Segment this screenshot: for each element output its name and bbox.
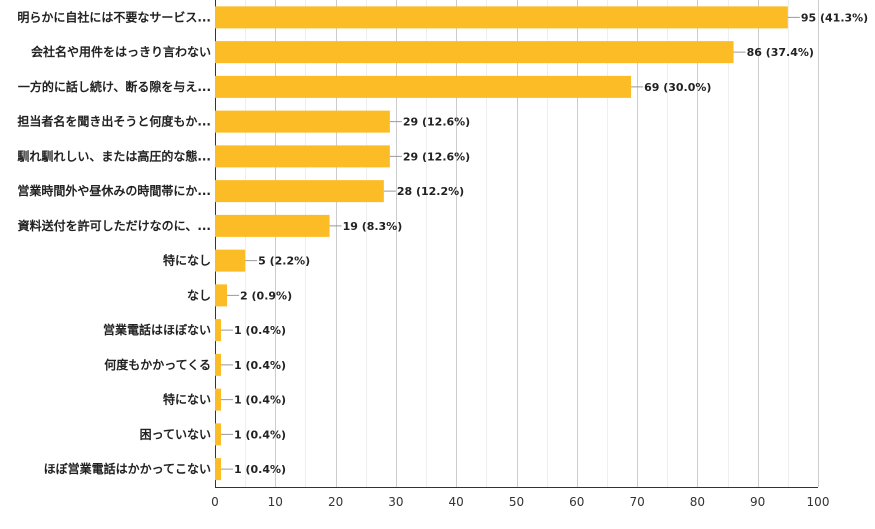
value-label: 1 (0.4%) (234, 324, 286, 337)
bar (215, 388, 222, 411)
x-tick-label: 100 (807, 495, 830, 509)
category-label: なし (187, 288, 211, 302)
value-label: 29 (12.6%) (403, 116, 470, 129)
category-label: 何度もかかってくる (104, 357, 211, 372)
category-label: 特にない (163, 392, 211, 407)
bar (215, 458, 222, 481)
bar (215, 75, 632, 98)
category-label: 会社名や用件をはっきり言わない (31, 44, 211, 59)
bar (215, 319, 222, 342)
x-tick-label: 10 (268, 495, 283, 509)
value-label: 29 (12.6%) (403, 150, 470, 163)
x-tick-label: 70 (629, 495, 644, 509)
x-tick-label: 60 (569, 495, 584, 509)
bar (215, 41, 734, 64)
bar (215, 249, 246, 272)
value-label: 86 (37.4%) (747, 46, 814, 59)
x-tick-label: 40 (449, 495, 464, 509)
x-tick-label: 80 (690, 495, 705, 509)
value-label: 1 (0.4%) (234, 359, 286, 372)
category-label: 営業時間外や昼休みの時間帯にか... (17, 183, 211, 198)
bar (215, 214, 330, 237)
x-tick-label: 90 (750, 495, 765, 509)
value-label: 1 (0.4%) (234, 428, 286, 441)
category-label: 馴れ馴れしい、または高圧的な態... (17, 148, 211, 163)
category-label: 特になし (163, 253, 211, 268)
category-label: 一方的に話し続け、断る隙を与え... (18, 79, 211, 94)
value-label: 1 (0.4%) (234, 463, 286, 476)
category-label: ほぼ営業電話はかかってこない (44, 461, 211, 476)
bar (215, 180, 384, 203)
bar (215, 353, 222, 376)
x-tick-label: 50 (509, 495, 524, 509)
value-label: 95 (41.3%) (801, 11, 868, 24)
x-tick-label: 20 (328, 495, 343, 509)
bar (215, 110, 390, 133)
value-label: 5 (2.2%) (258, 255, 310, 268)
bar (215, 284, 228, 307)
bar (215, 423, 222, 446)
x-tick-label: 30 (388, 495, 403, 509)
value-label: 69 (30.0%) (644, 81, 711, 94)
category-label: 担当者名を聞き出そうと何度もか... (17, 114, 211, 129)
bar (215, 145, 390, 168)
bar (215, 6, 788, 29)
value-label: 2 (0.9%) (240, 289, 292, 302)
value-label: 1 (0.4%) (234, 394, 286, 407)
x-tick-label: 0 (211, 495, 219, 509)
category-label: 営業電話はほぼない (103, 322, 211, 337)
value-label: 19 (8.3%) (343, 220, 403, 233)
category-label: 資料送付を許可しただけなのに、... (18, 218, 211, 233)
value-label: 28 (12.2%) (397, 185, 464, 198)
category-label: 困っていない (140, 427, 211, 441)
category-label: 明らかに自社には不要なサービス... (17, 9, 211, 24)
